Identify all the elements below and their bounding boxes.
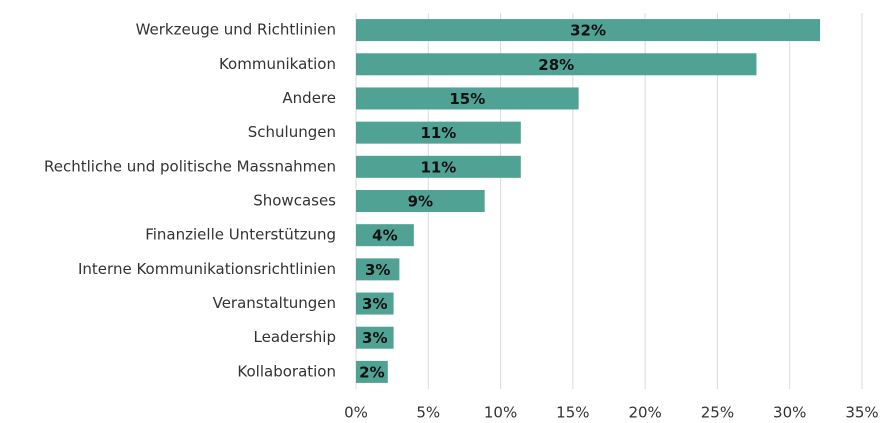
y-tick-label: Finanzielle Unterstützung <box>145 226 336 244</box>
bar <box>356 326 394 349</box>
data-label: 9% <box>408 193 433 211</box>
bar <box>356 19 821 42</box>
y-tick-label: Leadership <box>254 328 336 346</box>
y-tick-label: Veranstaltungen <box>213 294 336 312</box>
data-label: 15% <box>449 90 485 108</box>
bar <box>356 292 394 315</box>
bar <box>356 360 388 383</box>
x-tick-label: 5% <box>416 404 440 422</box>
bar <box>356 87 579 110</box>
y-tick-label: Kommunikation <box>219 55 336 73</box>
x-tick-label: 30% <box>773 404 806 422</box>
y-tick-label: Showcases <box>253 192 336 210</box>
x-tick-label: 35% <box>845 404 878 422</box>
bar <box>356 190 485 212</box>
y-tick-label: Interne Kommunikationsrichtlinien <box>78 260 336 278</box>
data-label: 3% <box>362 295 387 313</box>
bar <box>356 258 400 281</box>
data-label: 3% <box>362 329 387 347</box>
x-tick-label: 15% <box>556 404 589 422</box>
data-label: 2% <box>359 363 384 381</box>
data-label: 32% <box>570 22 606 40</box>
bar <box>356 121 521 144</box>
y-tick-label: Werkzeuge und Richtlinien <box>136 21 336 39</box>
x-tick-label: 25% <box>701 404 734 422</box>
bar <box>356 53 757 76</box>
bar <box>356 155 521 178</box>
data-label: 28% <box>538 56 574 74</box>
y-tick-label: Andere <box>282 89 336 107</box>
y-tick-label: Kollaboration <box>237 362 336 380</box>
data-label: 3% <box>365 261 390 279</box>
bar <box>356 224 414 247</box>
x-tick-label: 20% <box>628 404 661 422</box>
data-label: 4% <box>372 227 397 245</box>
y-tick-label: Rechtliche und politische Massnahmen <box>44 157 336 175</box>
y-tick-label: Schulungen <box>248 123 336 141</box>
data-label: 11% <box>420 124 456 142</box>
data-label: 11% <box>420 158 456 176</box>
x-tick-label: 10% <box>484 404 517 422</box>
x-tick-label: 0% <box>344 404 368 422</box>
